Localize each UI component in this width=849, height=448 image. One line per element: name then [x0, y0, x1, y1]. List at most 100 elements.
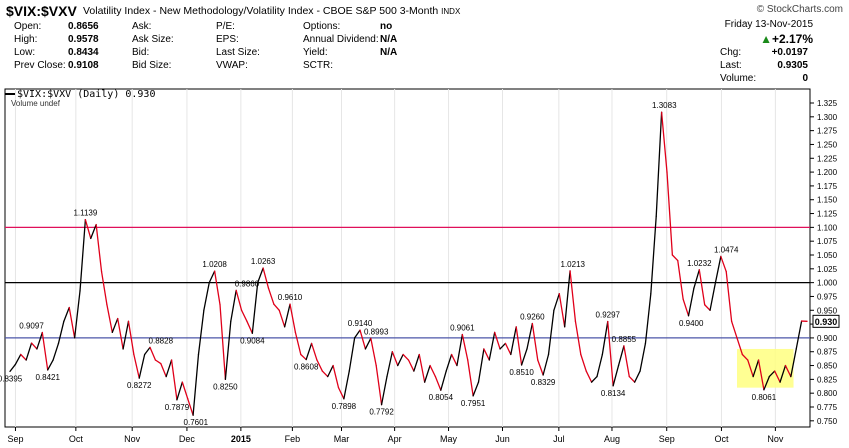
data-label: 0.9084: [240, 336, 265, 345]
quote-prev-close-label: Prev Close:: [14, 60, 66, 71]
series-segment: [467, 359, 474, 397]
series-segment: [84, 219, 92, 240]
series-segment: [768, 370, 776, 378]
series-segment: [327, 364, 334, 378]
data-label: 0.7898: [332, 402, 357, 411]
series-segment: [660, 111, 668, 173]
data-label: 0.9297: [596, 310, 621, 319]
data-label: 0.9061: [450, 324, 475, 333]
series-segment: [111, 317, 119, 334]
series-segment: [305, 342, 313, 361]
data-label: 0.7601: [184, 418, 209, 427]
series-segment: [240, 309, 248, 322]
chart-legend: $VIX:$VXV (Daily) 0.930: [5, 89, 155, 100]
series-segment: [170, 359, 178, 401]
y-tick-label: 1.025: [817, 265, 838, 274]
series-segment: [531, 322, 539, 361]
series-segment: [682, 298, 690, 317]
quote-sctr-label: SCTR:: [303, 60, 333, 71]
series-segment: [741, 353, 749, 361]
quote-vwap-label: VWAP:: [216, 60, 248, 71]
series-segment: [687, 287, 695, 317]
series-segment: [160, 362, 167, 378]
quote-options-value: no: [380, 21, 393, 32]
series-segment: [440, 370, 447, 391]
quote-last-label: Last:: [720, 60, 742, 71]
series-segment: [397, 353, 404, 367]
series-segment: [41, 331, 49, 371]
y-tick-label: 1.175: [817, 182, 838, 191]
x-tick-label: Mar: [334, 434, 350, 444]
series-segment: [725, 270, 733, 322]
quote-last-value: 0.9305: [777, 60, 808, 71]
quote-col-4: Options: Annual Dividend: Yield: SCTR:: [303, 20, 379, 72]
series-segment: [483, 348, 490, 361]
quote-date: Friday 13-Nov-2015: [724, 19, 813, 30]
data-label: 0.9860: [235, 279, 260, 288]
data-label: 0.8855: [612, 335, 637, 344]
series-segment: [736, 337, 744, 356]
series-segment: [580, 353, 587, 372]
quote-prev-close-value: 0.9108: [68, 60, 99, 71]
data-label: 0.8329: [531, 378, 556, 387]
data-label: 0.8134: [601, 389, 626, 398]
series-segment: [310, 342, 318, 361]
series-segment: [300, 353, 307, 361]
series-segment: [127, 320, 135, 356]
quote-annual-dividend-label: Annual Dividend:: [303, 34, 379, 45]
series-segment: [106, 304, 113, 334]
y-tick-label: 1.225: [817, 154, 838, 163]
series-segment: [424, 364, 431, 383]
series-segment: [14, 353, 22, 366]
data-label: 0.9097: [19, 322, 44, 331]
series-segment: [601, 320, 609, 356]
series-segment: [779, 364, 787, 383]
y-tick-label: 1.050: [817, 251, 838, 260]
data-label: 0.9610: [278, 293, 303, 302]
y-tick-label: 1.150: [817, 196, 838, 205]
series-segment: [9, 363, 17, 372]
quote-col-1: Open: High: Low: Prev Close:: [14, 20, 66, 72]
symbol-name: Volatility Index - New Methodology/Volat…: [83, 5, 439, 17]
data-label: 0.8061: [752, 393, 777, 402]
x-tick-label: Dec: [179, 434, 196, 444]
series-segment: [47, 359, 54, 371]
data-label: 1.0474: [714, 245, 739, 254]
quote-annual-dividend-value: N/A: [380, 34, 398, 45]
series-segment: [510, 326, 517, 356]
series-segment: [391, 351, 399, 367]
series-segment: [445, 353, 453, 372]
data-label: 0.9260: [520, 313, 545, 322]
series-segment: [90, 223, 97, 240]
quote-chg-label: Chg:: [720, 47, 742, 58]
quote-open-label: Open:: [14, 21, 42, 32]
series-segment: [655, 111, 663, 217]
series-segment: [63, 306, 70, 322]
series-segment: [117, 317, 124, 350]
series-segment: [316, 359, 323, 372]
data-label: 1.3083: [652, 101, 677, 110]
series-segment: [617, 345, 625, 367]
series-segment: [542, 353, 550, 376]
quote-right-values: +0.0197 0.9305 0: [752, 46, 808, 85]
y-tick-label: 0.900: [817, 334, 838, 343]
series-segment: [795, 320, 803, 350]
quote-volume-label: Volume:: [720, 73, 757, 84]
quote-yield-value: N/A: [380, 47, 398, 58]
series-segment: [569, 270, 577, 322]
data-label: 0.7951: [461, 399, 486, 408]
quote-chg-value: +0.0197: [771, 47, 808, 58]
y-tick-label: 0.950: [817, 306, 838, 315]
series-segment: [235, 289, 243, 311]
data-label: 0.7792: [369, 408, 394, 417]
y-tick-label: 1.075: [817, 237, 838, 246]
series-segment: [553, 293, 560, 311]
y-tick-label: 1.300: [817, 113, 838, 122]
quote-eps-label: EPS:: [216, 34, 239, 45]
series-segment: [343, 370, 350, 400]
quote-col-4-values: no N/A N/A: [380, 20, 397, 59]
series-segment: [246, 320, 253, 334]
series-segment: [698, 269, 706, 306]
brand-logo: © StockCharts.com: [756, 4, 843, 15]
series-segment: [709, 281, 717, 311]
